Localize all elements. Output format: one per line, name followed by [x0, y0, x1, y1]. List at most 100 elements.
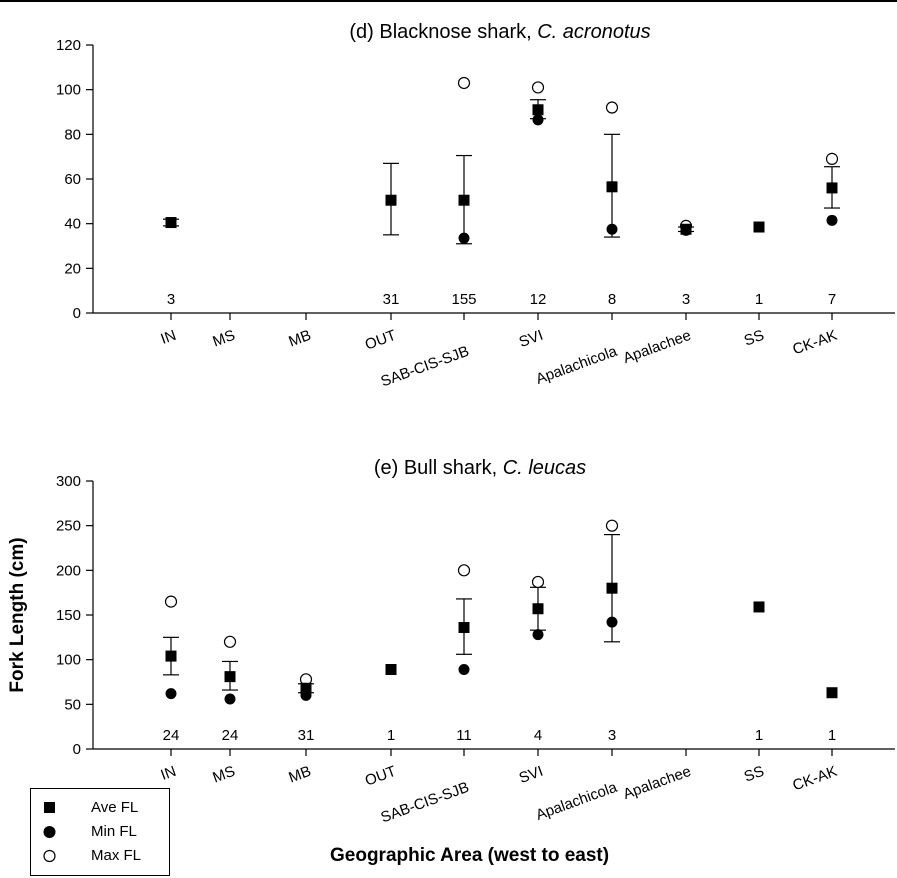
y-tick-label: 0 — [73, 741, 81, 758]
min-fl-point — [165, 688, 177, 700]
chart-title-text: (e) Bull shark, — [374, 457, 503, 479]
ave-fl-point — [458, 194, 470, 206]
chart-panel-0: (d) Blacknose shark, C. acronotus 0 20 40 60… — [56, 21, 895, 390]
filled-square-icon — [44, 802, 55, 813]
max-fl-point — [457, 76, 471, 90]
x-tick-label: CK-AK — [790, 763, 839, 795]
legend-item-ave: Ave FL — [31, 798, 171, 818]
ave-fl-point — [532, 104, 544, 116]
x-tick-label: Apalachicola — [534, 343, 620, 388]
y-tick-label: 100 — [56, 82, 81, 99]
x-tick-label: OUT — [363, 327, 399, 354]
sample-size-label: 31 — [298, 727, 315, 744]
sample-size-label: 1 — [755, 291, 763, 308]
legend-label-min: Min FL — [91, 823, 137, 840]
x-tick-label: MS — [210, 763, 237, 787]
ave-fl-point — [826, 687, 838, 699]
max-fl-point — [531, 81, 545, 94]
min-fl-point — [826, 214, 838, 226]
sample-size-label: 7 — [828, 291, 836, 308]
ave-fl-point — [165, 217, 177, 229]
ave-fl-point — [532, 603, 544, 615]
x-tick-label: IN — [158, 327, 178, 348]
sample-size-label: 3 — [682, 291, 690, 308]
y-tick-label: 100 — [56, 652, 81, 669]
x-tick-label: MB — [286, 327, 313, 351]
max-fl-point — [223, 635, 237, 648]
legend-item-min: Min FL — [31, 822, 171, 842]
legend-label-ave: Ave FL — [91, 799, 139, 816]
ave-fl-point — [606, 181, 618, 193]
sample-size-label: 155 — [451, 291, 476, 308]
chart-title: (d) Blacknose shark, C. acronotus — [349, 21, 650, 43]
x-tick-label: IN — [158, 763, 178, 784]
x-tick-label: OUT — [363, 763, 399, 790]
x-tick-label: SAB-CIS-SJB — [379, 779, 472, 827]
x-axis-title: Geographic Area (west to east) — [330, 845, 610, 866]
ave-fl-point — [753, 601, 765, 613]
y-axis-title: Fork Length (cm) — [7, 537, 28, 693]
sample-size-label: 24 — [163, 727, 180, 744]
min-fl-point — [458, 232, 470, 244]
sample-size-label: 11 — [456, 727, 472, 744]
x-tick-label: SS — [742, 763, 767, 786]
chart-title-text: (d) Blacknose shark, — [349, 21, 537, 43]
max-fl-point — [605, 101, 619, 114]
sample-size-label: 3 — [608, 727, 616, 744]
y-tick-label: 50 — [64, 696, 81, 713]
sample-size-label: 1 — [828, 727, 836, 744]
ave-fl-point — [224, 671, 236, 683]
chart-title-species: C. leucas — [503, 457, 586, 479]
ave-fl-point — [606, 582, 618, 594]
y-tick-label: 120 — [56, 37, 81, 54]
x-tick-label: Apalachicola — [534, 779, 620, 824]
ave-fl-point — [753, 221, 765, 233]
y-tick-label: 250 — [56, 518, 81, 535]
min-fl-point — [532, 114, 544, 126]
legend-item-max: Max FL — [31, 846, 171, 866]
min-fl-point — [606, 616, 618, 628]
y-tick-label: 80 — [64, 126, 81, 143]
sample-size-label: 4 — [534, 727, 542, 744]
y-tick-label: 40 — [64, 216, 81, 233]
ave-fl-point — [680, 223, 692, 235]
min-fl-point — [606, 223, 618, 235]
ave-fl-point — [385, 663, 397, 675]
max-fl-point — [457, 564, 471, 577]
x-tick-label: SVI — [517, 327, 546, 351]
x-tick-label: SVI — [517, 763, 546, 787]
sample-size-label: 1 — [755, 727, 763, 744]
y-tick-label: 150 — [56, 607, 81, 624]
ave-fl-point — [385, 194, 397, 206]
sample-size-label: 8 — [608, 291, 616, 308]
x-tick-label: MB — [286, 763, 313, 787]
sample-size-label: 31 — [383, 291, 400, 308]
x-tick-label: SAB-CIS-SJB — [379, 343, 472, 391]
chart-title-species: C. acronotus — [537, 21, 650, 43]
max-fl-point — [531, 575, 545, 589]
max-fl-point — [164, 595, 178, 608]
legend: Ave FL Min FL Max FL — [30, 788, 170, 876]
filled-circle-icon — [43, 826, 56, 838]
ave-fl-point — [300, 682, 312, 694]
min-fl-point — [458, 663, 470, 675]
open-circle-icon — [43, 849, 56, 863]
min-fl-point — [532, 629, 544, 641]
x-tick-label: Apalachee — [621, 763, 693, 803]
ave-fl-point — [165, 650, 177, 662]
max-fl-point — [825, 152, 839, 165]
max-fl-point — [605, 519, 619, 532]
min-fl-point — [224, 693, 236, 705]
sample-size-label: 24 — [222, 727, 239, 744]
legend-label-max: Max FL — [91, 847, 142, 864]
sample-size-label: 1 — [387, 727, 395, 744]
top-border-line — [0, 0, 897, 2]
ave-fl-point — [826, 182, 838, 194]
chart-panel-1: (e) Bull shark, C. leucas 0 50 100 150 200 250… — [56, 457, 895, 826]
y-tick-label: 0 — [73, 305, 81, 322]
y-tick-label: 60 — [64, 171, 81, 188]
x-tick-label: SS — [742, 327, 767, 350]
sample-size-label: 12 — [530, 291, 547, 308]
y-tick-label: 300 — [56, 473, 81, 490]
